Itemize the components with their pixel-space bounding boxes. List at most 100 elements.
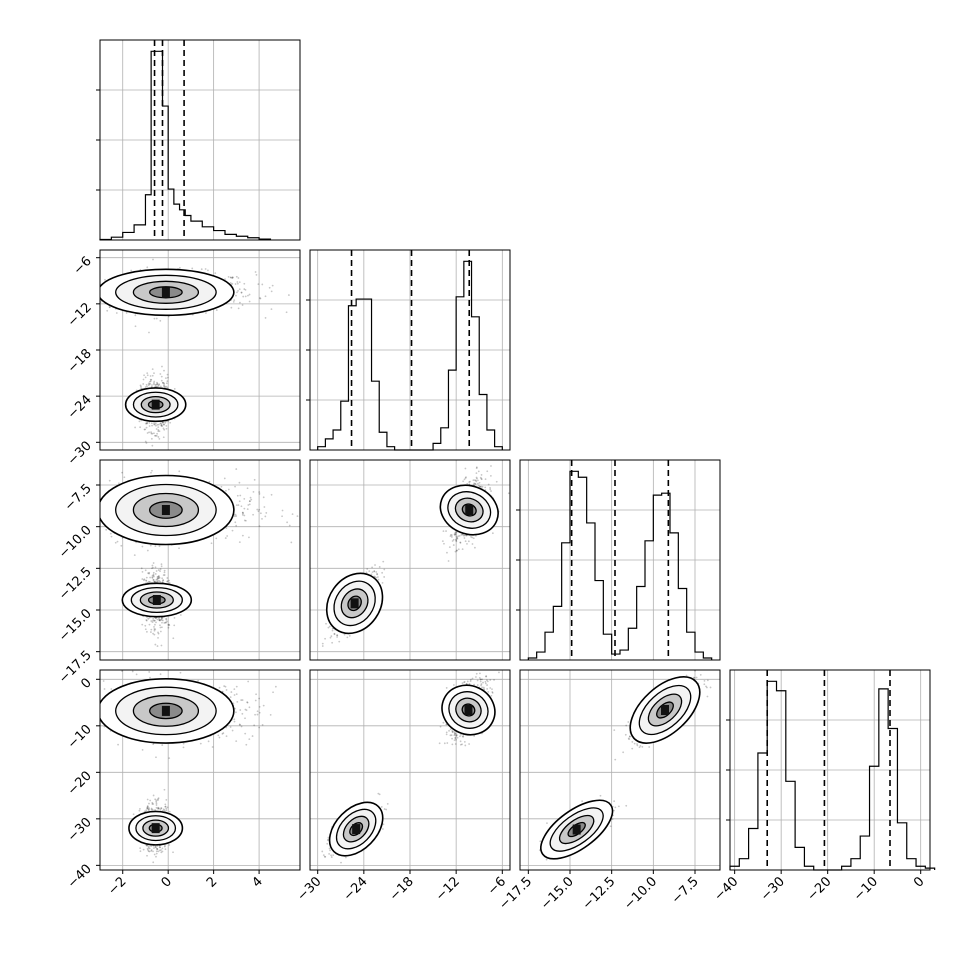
sample-point: [477, 470, 480, 473]
sample-point: [85, 709, 87, 711]
sample-point: [272, 691, 274, 694]
sample-point: [160, 807, 163, 810]
sample-point: [139, 426, 142, 429]
sample-point: [246, 701, 249, 704]
sample-point: [88, 501, 90, 503]
sample-point: [265, 512, 268, 514]
sample-point: [456, 537, 459, 540]
sample-point: [148, 571, 151, 574]
sample-point: [141, 623, 144, 626]
sample-point: [255, 693, 257, 696]
y-tick-label: −6: [71, 254, 95, 278]
sample-point: [238, 288, 241, 291]
sample-point: [291, 513, 294, 515]
sample-point: [67, 532, 69, 534]
sample-point: [163, 385, 166, 388]
histogram-step: [527, 470, 713, 660]
y-tick-label: −30: [65, 439, 95, 469]
sample-point: [125, 311, 128, 314]
sample-point: [141, 570, 144, 573]
sample-point: [140, 387, 142, 390]
sample-point: [160, 644, 163, 647]
sample-point: [243, 519, 246, 522]
sample-point: [166, 376, 169, 379]
sample-point: [148, 572, 150, 575]
sample-point: [149, 544, 152, 547]
x-tick-label: −40: [711, 874, 741, 904]
sample-point: [218, 736, 221, 739]
sample-point: [333, 633, 336, 636]
sample-point: [258, 493, 261, 495]
sample-point: [151, 564, 154, 567]
sample-point: [447, 560, 450, 562]
sample-point: [236, 291, 238, 294]
sample-point: [161, 581, 164, 584]
sample-point: [158, 545, 161, 548]
sample-point: [473, 482, 475, 485]
sample-point: [236, 282, 239, 285]
sample-point: [158, 846, 161, 849]
sample-point: [247, 680, 250, 683]
sample-point: [460, 534, 463, 536]
sample-point: [248, 503, 251, 506]
sample-point: [160, 619, 163, 621]
sample-point: [143, 579, 145, 582]
sample-point: [118, 482, 120, 485]
sample-point: [165, 618, 168, 621]
sample-point: [145, 619, 148, 622]
sample-point: [165, 427, 168, 430]
sample-point: [160, 422, 162, 425]
sample-point: [140, 385, 142, 388]
sample-point: [90, 725, 92, 727]
sample-point: [207, 269, 209, 272]
sample-point: [162, 436, 165, 439]
sample-point: [225, 689, 228, 691]
sample-point: [134, 325, 137, 328]
sample-point: [378, 566, 381, 568]
sample-point: [95, 735, 97, 737]
sample-point: [243, 497, 246, 500]
sample-point: [256, 713, 259, 716]
sample-point: [151, 577, 154, 579]
sample-point: [172, 637, 175, 640]
sample-point: [491, 532, 494, 535]
scatter-panel-0-3: [85, 669, 301, 871]
sample-point: [456, 536, 459, 539]
sample-point: [161, 744, 164, 746]
sample-point: [92, 303, 94, 305]
sample-point: [94, 514, 96, 516]
sample-point: [152, 579, 155, 581]
sample-point: [167, 626, 170, 629]
sample-point: [155, 855, 157, 858]
sample-point: [156, 645, 159, 647]
sample-point: [160, 563, 163, 566]
histogram-panel-1: [309, 249, 511, 451]
sample-point: [121, 471, 123, 474]
sample-point: [157, 577, 160, 579]
sample-point: [155, 317, 158, 320]
sample-point: [145, 422, 148, 425]
sample-point: [375, 576, 378, 579]
sample-point: [87, 300, 89, 302]
sample-point: [93, 523, 95, 525]
sample-point: [114, 541, 117, 544]
sample-point: [244, 732, 247, 735]
sample-point: [163, 384, 165, 387]
sample-point: [65, 478, 67, 480]
sample-point: [214, 272, 217, 275]
sample-point: [210, 542, 213, 545]
sample-point: [154, 424, 157, 427]
sample-point: [244, 295, 247, 298]
sample-point: [330, 635, 333, 638]
histogram-step: [99, 50, 272, 241]
sample-point: [234, 513, 237, 516]
sample-point: [154, 623, 156, 626]
sample-point: [151, 424, 153, 427]
sample-point: [258, 726, 261, 729]
sample-point: [144, 569, 147, 572]
sample-point: [152, 562, 155, 564]
sample-point: [469, 480, 471, 483]
sample-point: [163, 423, 165, 426]
sample-point: [144, 422, 147, 425]
sample-point: [167, 623, 170, 626]
